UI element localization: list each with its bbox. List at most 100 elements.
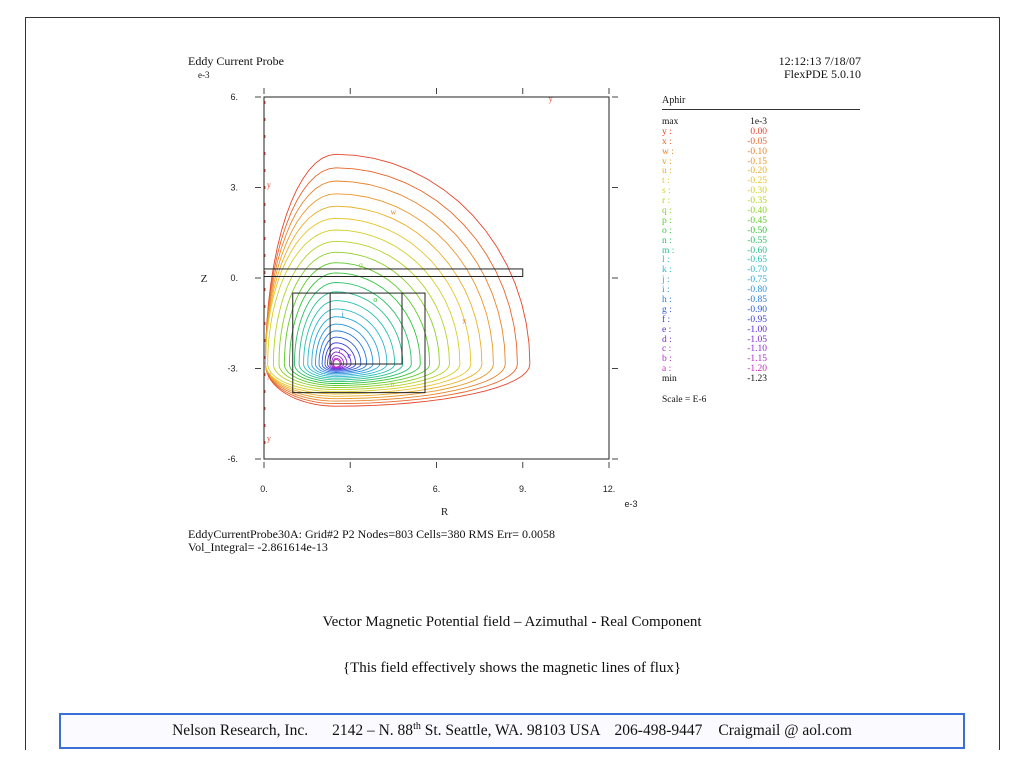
legend-min-label: min (662, 374, 677, 385)
contour-line (318, 330, 368, 373)
contour-label: y (267, 371, 271, 380)
legend-level-row: u : -0.20 (662, 167, 862, 177)
x-axis-label: R (441, 506, 449, 518)
legend-level-row: n : -0.55 (662, 235, 862, 247)
legend-level-value: -1.05 (747, 334, 767, 345)
plot-title: Eddy Current Probe (188, 54, 284, 68)
y-tick-label: -3. (227, 364, 238, 374)
plate-boundary (263, 268, 524, 277)
legend-level-value: -0.55 (747, 235, 767, 246)
legend-level-key: d : (662, 334, 672, 345)
legend-level-value: -1.00 (747, 324, 767, 335)
legend-level-row: t : -0.25 (662, 176, 862, 187)
legend-level-key: l : (662, 255, 670, 266)
coil-outer-boundary (292, 292, 426, 394)
legend-level-row: w : -0.10 (662, 147, 862, 158)
contour-label: x (462, 316, 466, 325)
contour-label: y (549, 95, 553, 104)
region-layer (263, 96, 610, 460)
slide-frame (25, 17, 1000, 750)
legend-level-row: p : -0.45 (662, 215, 862, 227)
y-tick-label: -6. (227, 454, 238, 464)
legend-level-row: h : -0.85 (662, 295, 862, 306)
legend-level-key: m : (662, 245, 675, 256)
contour-label: y (267, 434, 271, 443)
legend-level-row: y : 0.00 (662, 126, 862, 138)
contour-line (307, 308, 388, 378)
contour-label: c (339, 346, 343, 355)
legend-level-key: i : (662, 285, 670, 296)
contour-label: y (267, 181, 271, 190)
legend-level-key: b : (662, 354, 672, 365)
contour-line (272, 240, 450, 391)
legend-scale: Scale = E-6 (662, 395, 707, 406)
y-exponent-label: e-3 (198, 70, 210, 80)
y-axis-label: Z (201, 273, 208, 285)
contour-line (311, 316, 381, 376)
y-tick-label: 6. (230, 92, 238, 102)
legend-level-row: s : -0.30 (662, 186, 862, 197)
legend-title: Aphir (662, 95, 860, 110)
x-tick-label: 0. (260, 484, 268, 494)
run-info-line1: EddyCurrentProbe30A: Grid#2 P2 Nodes=803… (188, 527, 555, 541)
contour-label: q (359, 260, 363, 269)
legend-level-row: c : -1.10 (662, 345, 862, 355)
legend-level-value: -0.85 (747, 295, 767, 306)
legend-max-value: 1e-3 (750, 117, 767, 127)
legend-level-key: s : (662, 186, 671, 197)
legend-level-row: e : -1.00 (662, 324, 862, 336)
legend-max-label: max (662, 117, 679, 127)
run-info: EddyCurrentProbe30A: Grid#2 P2 Nodes=803… (188, 528, 555, 554)
contour-line (324, 342, 357, 371)
legend-min-value: -1.23 (747, 374, 767, 385)
legend-min-row: min -1.23 (662, 374, 862, 385)
legend-level-value: -0.75 (747, 275, 767, 286)
caption-subtitle: {This field effectively shows the magnet… (342, 660, 682, 676)
contour-line (278, 251, 440, 388)
legend-level-key: y : (662, 126, 672, 137)
legend-level-value: -0.30 (747, 186, 767, 197)
contour-line (303, 300, 396, 379)
x-tick-label: 3. (346, 484, 354, 494)
x-tick-label: 9. (519, 484, 527, 494)
legend-level-value: 0.00 (750, 126, 767, 137)
contact-banner: Nelson Research, Inc. 2142 – N. 88th St.… (59, 713, 965, 749)
legend-level-value: -0.15 (747, 156, 767, 167)
contour-label: o (373, 295, 377, 304)
legend-level-value: -0.45 (747, 215, 767, 226)
legend-level-key: c : (662, 344, 672, 355)
legend-level-row: o : -0.50 (662, 225, 862, 237)
label-layer: y w x q o i ce u y y y (267, 95, 553, 443)
legend-level-row: f : -0.95 (662, 314, 862, 326)
contour-label: w (391, 208, 397, 217)
address-city: St. Seattle, WA. 98103 USA (420, 722, 601, 740)
legend-level-key: n : (662, 235, 672, 246)
legend-level-key: f : (662, 314, 671, 325)
contour-line (264, 193, 494, 400)
x-tick-label: 12. (603, 484, 616, 494)
domain-boundary (263, 96, 610, 460)
legend-level-value: -0.50 (747, 225, 767, 236)
contour-layer (264, 101, 531, 455)
contour-line (267, 229, 461, 393)
legend-level-key: u : (662, 166, 672, 177)
legend-level-value: -0.65 (747, 255, 767, 266)
legend-level-key: k : (662, 265, 672, 276)
legend-level-value: -0.90 (747, 304, 767, 315)
legend-level-value: -0.05 (747, 136, 767, 147)
address-street: 2142 – N. 88 (332, 722, 414, 740)
coil-inner-boundary (329, 293, 403, 365)
contour-line (315, 323, 374, 375)
legend-level-value: -0.40 (747, 206, 767, 217)
legend-level-value: -1.10 (747, 344, 767, 355)
contour-label: e (347, 351, 351, 360)
x-tick-label: 6. (433, 484, 441, 494)
contour-line (283, 262, 431, 386)
legend-level-key: a : (662, 364, 672, 375)
company-name: Nelson Research, Inc. (172, 722, 309, 739)
address: 2142 – N. 88th St. Seattle, WA. 98103 US… (332, 721, 600, 740)
contour-line (327, 347, 352, 370)
plot-timestamp: 12:12:13 7/18/07 (778, 54, 861, 68)
legend-level-value: -0.95 (747, 314, 767, 325)
legend-level-row: g : -0.90 (662, 304, 862, 316)
